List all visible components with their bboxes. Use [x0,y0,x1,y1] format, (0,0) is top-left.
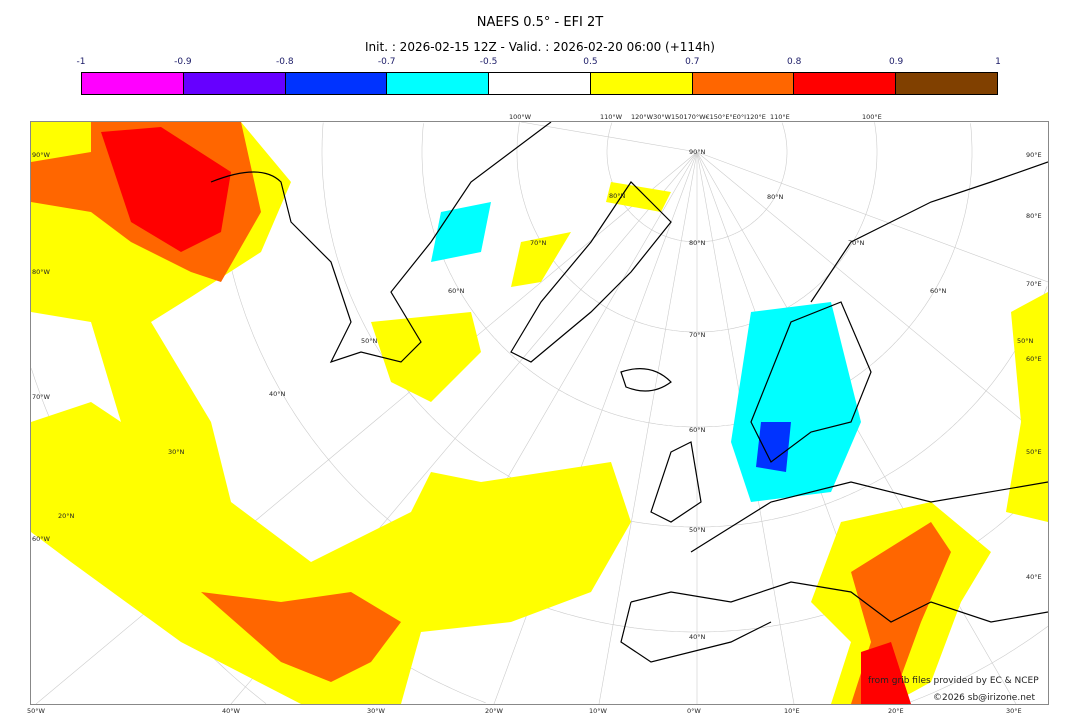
colorbar-segment [896,73,998,94]
colorbar [81,72,998,95]
colorbar-tick-label: -0.5 [479,57,498,67]
longitude-label: 110°W [600,113,623,121]
colorbar-segment [692,73,795,94]
latitude-label: 20°N [58,512,75,520]
longitude-label: 90°W [32,151,50,159]
latitude-label: 70°N [848,239,865,247]
latitude-label: 70°N [689,331,706,339]
latitude-label: 80°N [767,193,784,201]
colorbar-segment [82,73,184,94]
longitude-label: 110°E [770,113,790,121]
longitude-label: 20°E [888,707,904,715]
latitude-label: 60°N [448,287,465,295]
latitude-label: 50°N [1017,337,1034,345]
latitude-label: 90°N [689,148,706,156]
map-panel: 90°W 80°W 70°W 60°W 90°E 80°E 70°E 60°E 50°E 40°E… [30,121,1049,705]
map-canvas [31,122,1048,704]
chart-title: NAEFS 0.5° - EFI 2T [476,15,604,30]
longitude-label: 120°W30°W150170°W€150°E°E0°I120°E [631,113,766,121]
longitude-label: 60°W [32,535,50,543]
colorbar-tick-label: -0.9 [174,57,192,67]
latitude-label: 60°N [930,287,947,295]
copyright-credit: ©2026 sb@irizone.net [933,693,1035,703]
colorbar-tick-label: 0.9 [888,57,904,67]
colorbar-segment [387,73,490,94]
longitude-label: 20°W [485,707,503,715]
colorbar-segment [590,73,693,94]
colorbar-tick-label: -0.8 [275,57,294,67]
latitude-circle [421,123,973,428]
longitude-label: 10°E [784,707,800,715]
latitude-label: 70°N [530,239,547,247]
longitude-label: 80°E [1026,212,1042,220]
latitude-label: 60°N [689,426,706,434]
longitude-label: 40°W [222,707,240,715]
colorbar-segment [489,73,591,94]
latitude-circle [970,123,973,152]
latitude-label: 80°N [609,192,626,200]
longitude-label: 60°E [1026,355,1042,363]
latitude-label: 40°N [269,390,286,398]
latitude-circle [908,626,1048,704]
colorbar-tick-label: 0.5 [583,57,598,67]
latitude-label: 40°N [689,633,706,641]
longitude-label: 100°W [509,113,532,121]
longitude-label: 30°W [367,707,385,715]
source-credit: from grib files provided by EC & NCEP [868,676,1039,686]
longitude-label: 70°W [32,393,50,401]
longitude-label: 0°W [687,707,701,715]
longitude-label: 50°E [1026,448,1042,456]
longitude-label: 40°E [1026,573,1042,581]
colorbar-segment [794,73,897,94]
latitude-label: 50°N [689,526,706,534]
longitude-label: 50°W [27,707,45,715]
colorbar-segment [183,73,286,94]
longitude-label: 80°W [32,268,50,276]
colorbar-tick-label: -0.7 [377,57,396,67]
latitude-label: 80°N [689,239,706,247]
latitude-circle [516,122,878,333]
colorbar-segment [285,73,388,94]
colorbar-tick-label: 1 [995,57,1001,67]
colorbar-tick-label: 0.8 [787,57,802,67]
longitude-label: 70°E [1026,280,1042,288]
colorbar-tick-label: 0.7 [685,57,700,67]
longitude-label: 10°W [589,707,607,715]
latitude-circle [781,122,788,152]
coastlines [210,122,1048,663]
latitude-circle [874,122,878,152]
latitude-label: 50°N [361,337,378,345]
latitude-circle [606,122,788,243]
longitude-label: 100°E [862,113,882,121]
chart-subtitle: Init. : 2026-02-15 12Z - Valid. : 2026-0… [365,40,715,54]
latitude-label: 30°N [168,448,185,456]
longitude-label: 30°E [1006,707,1022,715]
longitude-label: 90°E [1026,151,1042,159]
efi-field [31,122,1048,704]
colorbar-tick-label: -1 [76,57,86,67]
